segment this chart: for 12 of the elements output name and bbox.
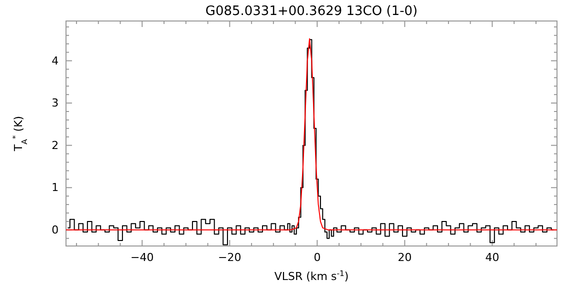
- x-tick-label: 0: [314, 251, 321, 264]
- y-tick-label: 0: [52, 223, 59, 236]
- x-tick-label: 40: [485, 251, 500, 264]
- x-tick-label: 20: [398, 251, 412, 264]
- chart-title: G085.0331+00.3629 13CO (1-0): [205, 4, 418, 19]
- x-tick-label: −20: [218, 251, 242, 264]
- y-tick-label: 1: [52, 181, 59, 194]
- y-tick-label: 2: [52, 138, 59, 152]
- x-axis-title: VLSR (km s$^{-1}$): [274, 268, 349, 283]
- x-tick-label: −40: [130, 251, 154, 264]
- y-tick-label: 3: [52, 96, 59, 110]
- y-tick-label: 4: [52, 54, 59, 68]
